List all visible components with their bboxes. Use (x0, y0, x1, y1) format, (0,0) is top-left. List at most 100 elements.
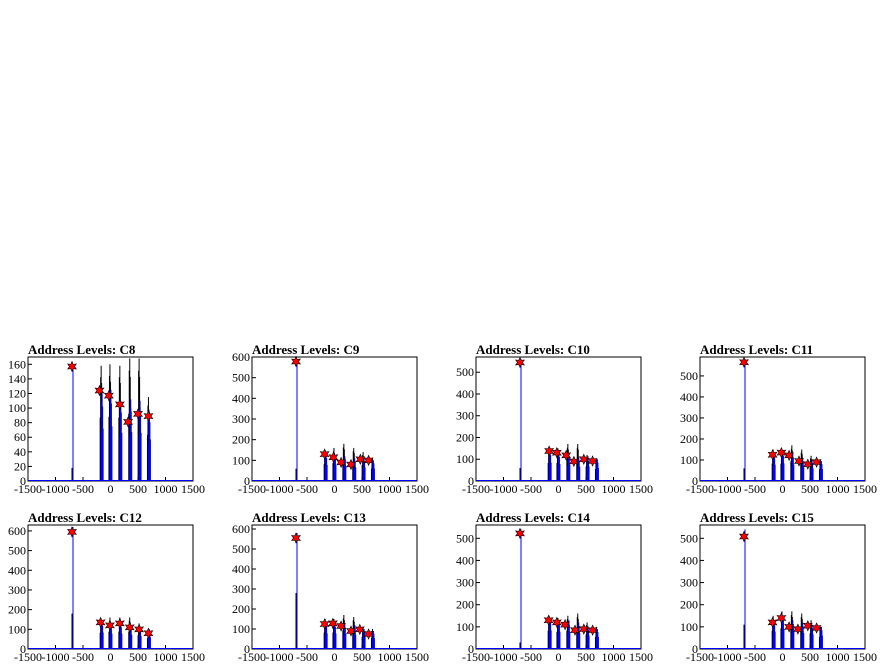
x-tick-label: 1000 (378, 650, 402, 664)
peak-marker (114, 617, 125, 630)
y-tick-label: 400 (680, 553, 698, 567)
peak-marker (363, 454, 374, 467)
x-tick-label: 500 (577, 650, 595, 664)
x-tick-label: 1500 (405, 482, 429, 496)
x-tick-label: 0 (556, 482, 562, 496)
peak-marker (114, 398, 125, 411)
y-tick-label: 100 (680, 453, 698, 467)
peak-marker (515, 527, 525, 540)
peak-marker (578, 623, 589, 635)
x-tick-label: 1500 (181, 650, 205, 664)
x-tick-label: 1500 (853, 482, 877, 496)
y-tick-label: 200 (680, 598, 698, 612)
x-tick-label: 0 (108, 482, 114, 496)
x-tick-label: -1500 (686, 650, 714, 664)
chart-title: Address Levels: C8 (28, 342, 136, 357)
peak-marker (346, 625, 356, 637)
x-tick-label: -1500 (462, 650, 490, 664)
y-tick-label: 400 (8, 563, 26, 577)
x-tick-label: -1000 (490, 650, 518, 664)
y-tick-label: 100 (456, 620, 474, 634)
x-tick-label: 1000 (154, 650, 178, 664)
x-tick-label: 0 (108, 650, 114, 664)
y-tick-label: 0 (244, 474, 250, 488)
x-tick-label: 0 (780, 482, 786, 496)
series-1 (296, 359, 375, 481)
y-tick-label: 120 (8, 386, 26, 400)
peak-marker (551, 616, 562, 629)
y-tick-label: 200 (232, 602, 250, 616)
series-1 (72, 526, 151, 649)
y-tick-label: 0 (468, 642, 474, 656)
y-tick-label: 600 (8, 524, 26, 538)
x-tick-label: -1500 (238, 650, 266, 664)
x-tick-label: -500 (520, 482, 542, 496)
x-tick-label: 500 (801, 482, 819, 496)
peak-marker (792, 623, 803, 635)
y-tick-label: 500 (680, 369, 698, 383)
y-tick-label: 0 (468, 474, 474, 488)
x-tick-label: -1000 (714, 482, 742, 496)
chart-panel: Address Levels: C15 0 100 200 300 400 500 -1500… (680, 510, 877, 664)
peak-marker (739, 356, 749, 368)
peak-marker (767, 448, 778, 461)
x-tick-label: 1500 (629, 650, 653, 664)
y-tick-label: 200 (680, 432, 698, 446)
y-tick-label: 200 (232, 433, 250, 447)
peak-marker (104, 619, 115, 632)
chart-panel: Address Levels: C14 0 100 200 300 400 500 -1500… (456, 510, 653, 664)
series-1 (296, 533, 375, 649)
peak-marker (133, 408, 143, 420)
peak-marker (802, 458, 813, 470)
y-tick-label: 0 (20, 474, 26, 488)
x-tick-label: 500 (353, 650, 371, 664)
x-tick-label: 1500 (629, 482, 653, 496)
x-tick-label: 1000 (602, 650, 626, 664)
peak-marker (336, 620, 347, 632)
y-tick-label: 100 (680, 620, 698, 634)
x-tick-label: -500 (520, 650, 542, 664)
y-tick-label: 300 (680, 576, 698, 590)
y-tick-label: 300 (232, 582, 250, 596)
y-tick-label: 300 (456, 409, 474, 423)
y-tick-label: 20 (14, 459, 26, 473)
peak-marker (363, 628, 374, 640)
peak-marker (346, 458, 356, 471)
y-tick-label: 500 (232, 542, 250, 556)
x-tick-label: 500 (353, 482, 371, 496)
chart-title: Address Levels: C9 (252, 342, 360, 357)
x-tick-label: -500 (744, 482, 766, 496)
peak-marker (143, 410, 154, 422)
y-tick-label: 400 (456, 553, 474, 567)
y-tick-label: 0 (692, 474, 698, 488)
y-tick-label: 0 (692, 642, 698, 656)
peak-marker (124, 621, 135, 634)
x-tick-label: 500 (129, 482, 147, 496)
peak-marker (587, 624, 598, 636)
peak-marker (560, 618, 571, 631)
y-tick-label: 500 (232, 371, 250, 385)
x-tick-label: 0 (332, 482, 338, 496)
peak-marker (327, 617, 338, 630)
chart-title: Address Levels: C11 (700, 342, 813, 357)
y-tick-label: 400 (232, 562, 250, 576)
chart-panel: Address Levels: C13 0 100 200 300 400 500 600 -1… (232, 510, 429, 664)
x-tick-label: -1000 (266, 482, 294, 496)
y-tick-label: 200 (456, 430, 474, 444)
peak-marker (291, 355, 301, 368)
y-tick-label: 0 (244, 642, 250, 656)
peak-marker (551, 446, 562, 459)
x-tick-label: -1500 (686, 482, 714, 496)
chart-title: Address Levels: C14 (476, 510, 590, 525)
x-tick-label: -1500 (14, 482, 42, 496)
y-tick-label: 100 (8, 622, 26, 636)
y-tick-label: 400 (680, 390, 698, 404)
peak-marker (587, 455, 598, 467)
peak-marker (123, 416, 134, 428)
chart-title: Address Levels: C13 (252, 510, 366, 525)
x-tick-label: -1000 (42, 650, 70, 664)
peak-marker (776, 612, 787, 624)
peak-marker (767, 616, 778, 629)
x-tick-label: -1000 (42, 482, 70, 496)
x-tick-label: -1000 (490, 482, 518, 496)
